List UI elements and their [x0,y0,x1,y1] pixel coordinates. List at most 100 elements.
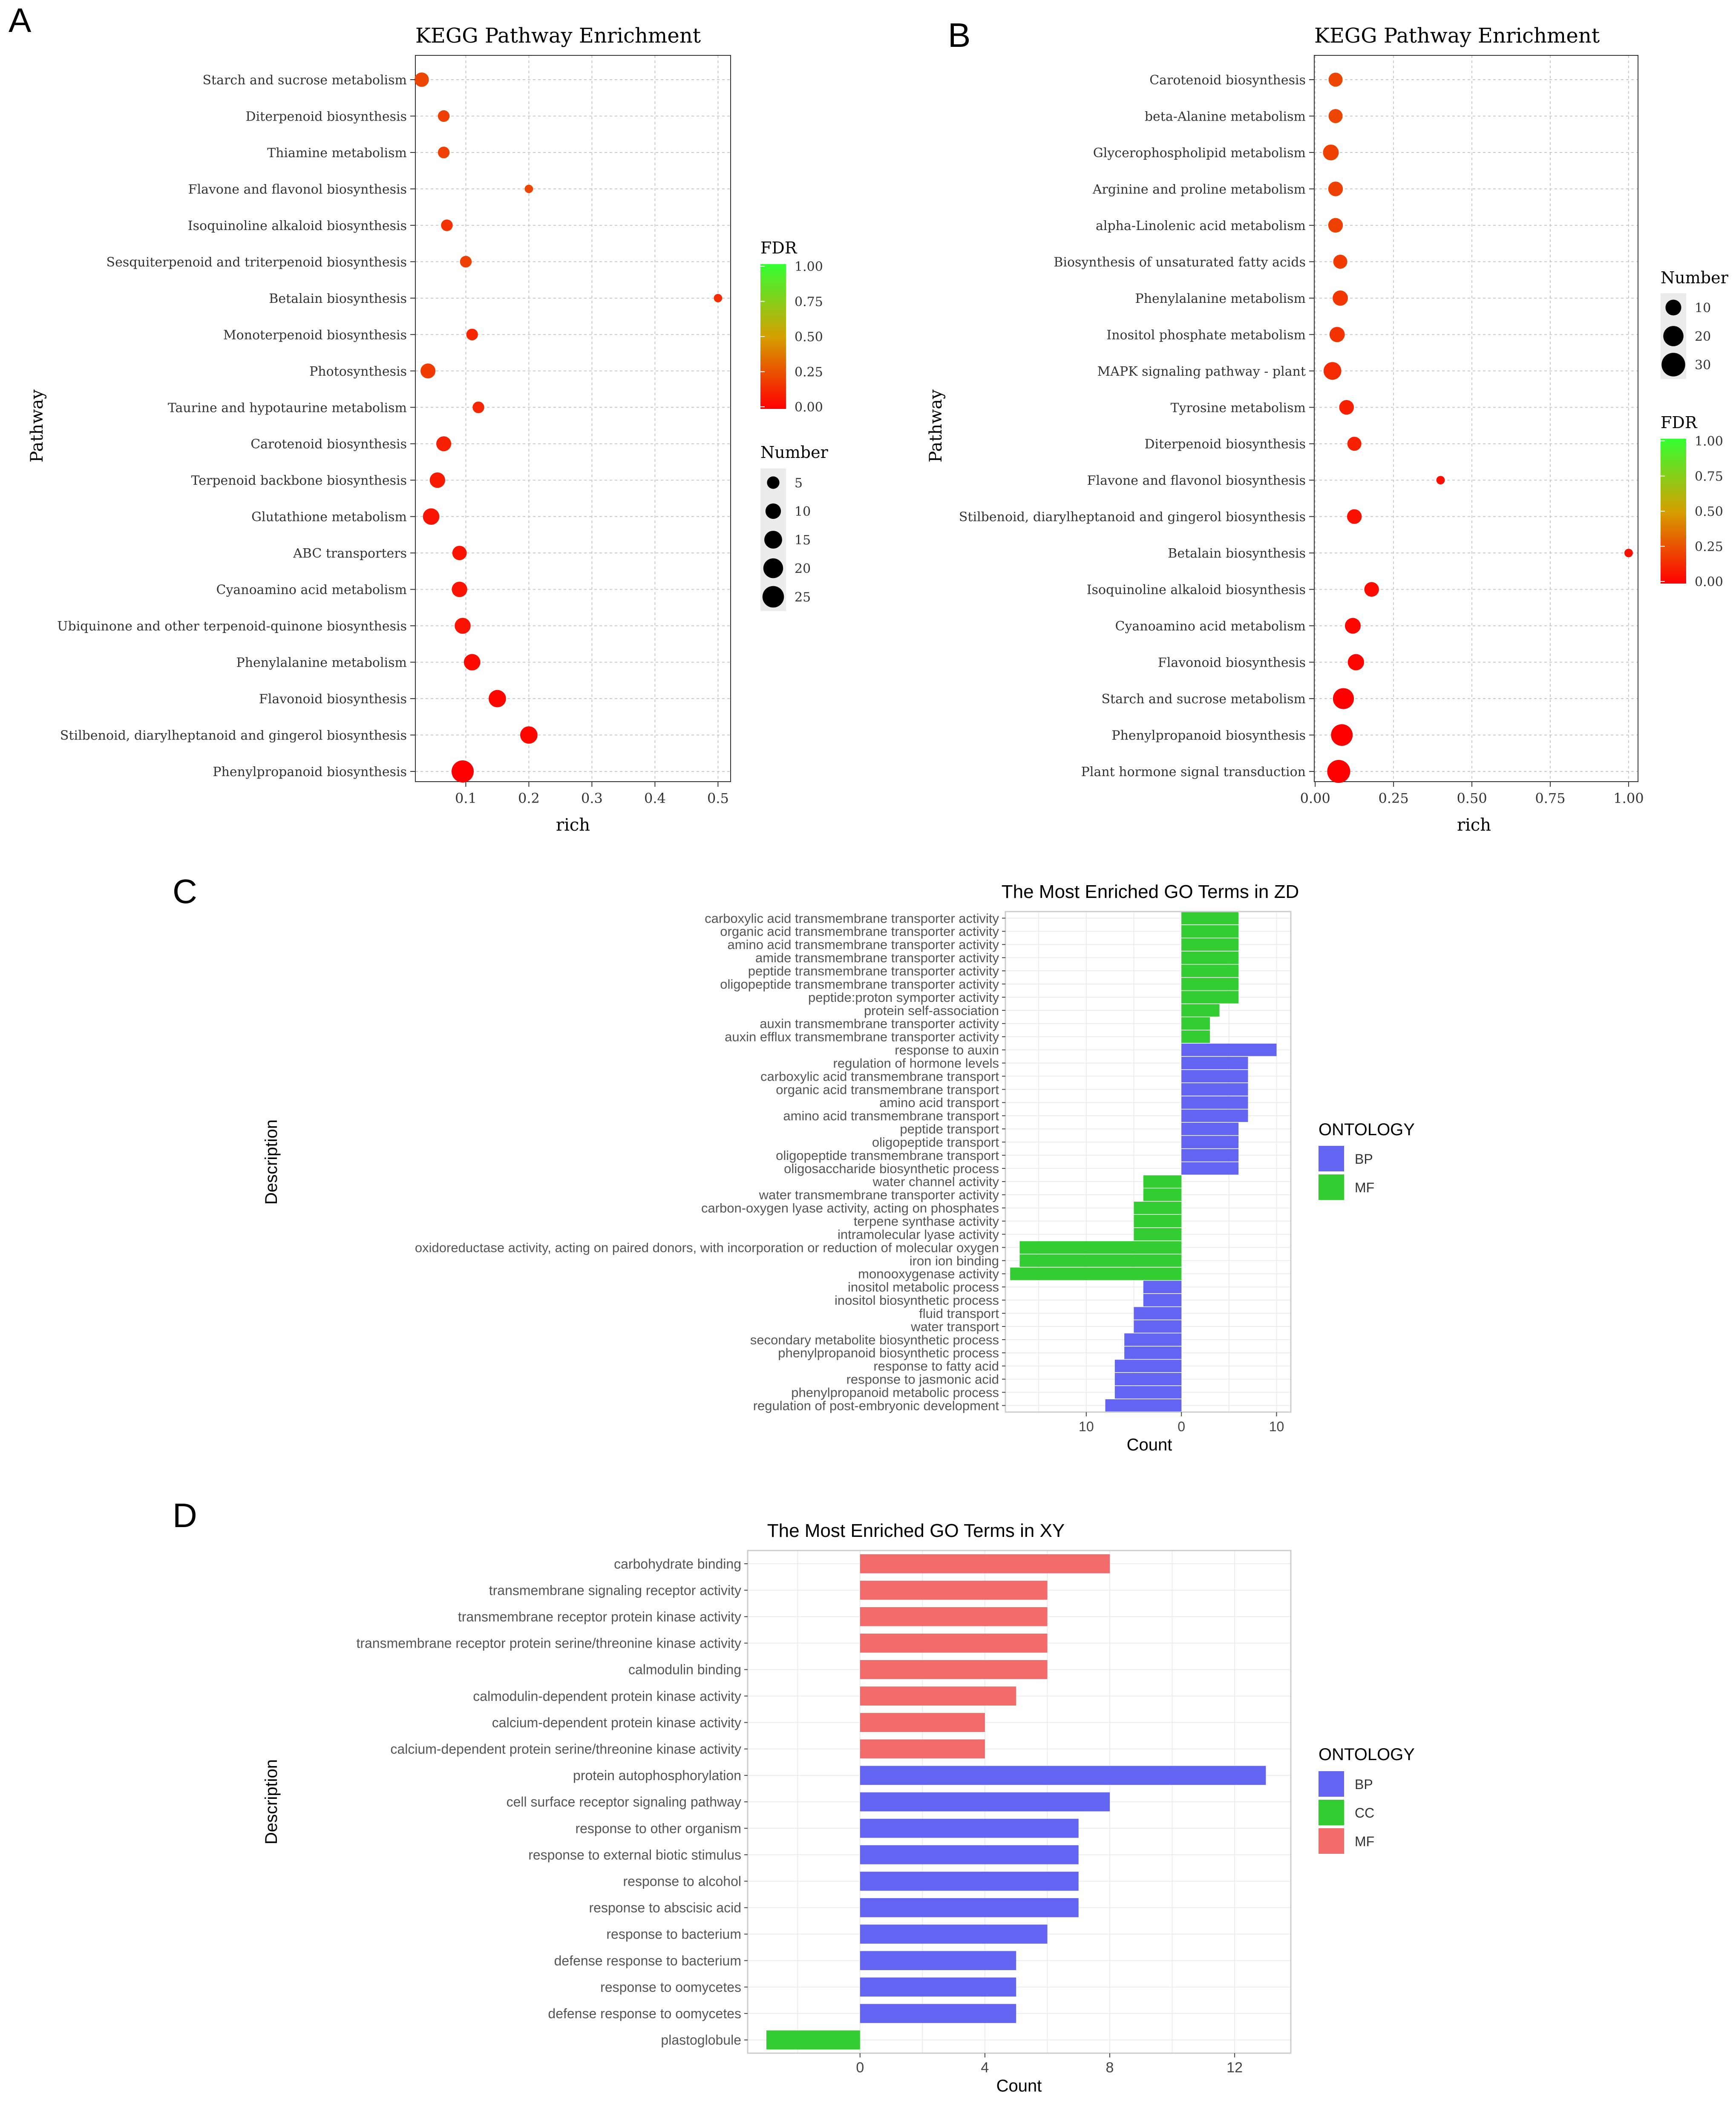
pathway-label: Glycerophospholipid metabolism [1093,146,1306,161]
fdr-tick-label: 0.50 [795,330,823,345]
panel-a-fdr-legend-title: FDR [760,239,797,257]
number-legend-key [767,476,780,489]
go-term-bar [860,1898,1079,1917]
go-term-label: oligopeptide transmembrane transport [776,1148,999,1163]
go-term-label: protein self-association [864,1003,999,1018]
pathway-label: Betalain biosynthesis [1168,546,1306,561]
pathway-label: Taurine and hypotaurine metabolism [168,400,407,415]
pathway-label: Thiamine metabolism [267,146,407,161]
go-term-bar [1134,1228,1182,1241]
number-legend-label: 30 [1695,358,1711,373]
pathway-label: Sesquiterpenoid and triterpenoid biosynt… [107,255,407,270]
panel-b-fdr-legend-title: FDR [1661,413,1698,432]
enrichment-point [452,546,467,561]
go-term-bar [1010,1267,1182,1280]
panel-a-x-ticks: 0.1 0.2 0.3 0.4 0.5 [455,782,729,806]
enrichment-point [524,184,533,193]
go-term-label: oxidoreductase activity, acting on paire… [415,1240,999,1255]
x-tick-label: 12 [1226,2060,1243,2076]
x-tick-label: 8 [1106,2060,1114,2076]
pathway-label: alpha-Linolenic acid metabolism [1096,219,1306,233]
x-tick-label: 4 [981,2060,989,2076]
pathway-label: Carotenoid biosynthesis [1149,73,1306,88]
panel-a-pathway-labels: Starch and sucrose metabolism Diterpenoid… [57,73,415,780]
panel-c-term-labels: carboxylic acid transmembrane transporte… [415,911,1005,1413]
pathway-label: Starch and sucrose metabolism [203,73,407,88]
pathway-label: Stilbenoid, diarylheptanoid and gingerol… [60,728,407,743]
pathway-label: Phenylpropanoid biosynthesis [213,765,407,780]
go-term-label: defense response to bacterium [554,1953,741,1968]
panel-label-a: A [9,1,32,39]
go-term-bar [1181,1043,1277,1056]
go-term-bar [1124,1346,1182,1359]
go-term-label: terpene synthase activity [854,1214,999,1228]
go-term-bar [1134,1320,1182,1333]
pathway-label: Isoquinoline alkaloid biosynthesis [1087,583,1306,598]
x-tick-label: 0 [856,2060,864,2076]
panel-a-y-axis-title: Pathway [27,389,47,463]
fdr-tick-label: 0.50 [1695,504,1723,519]
x-tick-label: 10 [1079,1419,1094,1434]
pathway-label: Diterpenoid biosynthesis [1144,437,1306,452]
x-tick-label: 0 [1177,1419,1185,1434]
go-term-label: inositol biosynthetic process [835,1293,999,1308]
go-term-label: fluid transport [919,1306,999,1321]
panel-d: The Most Enriched GO Terms in XY carbohy… [262,1520,1415,2095]
go-term-label: response to fatty acid [873,1359,999,1374]
pathway-label: Flavone and flavonol biosynthesis [1087,473,1306,488]
enrichment-point [520,726,538,744]
go-term-label: response to other organism [575,1821,741,1836]
panel-c-plot-frame [1005,911,1292,1413]
pathway-label: Isoquinoline alkaloid biosynthesis [188,219,407,233]
go-term-label: transmembrane receptor protein kinase ac… [458,1609,741,1624]
x-tick-label: 0.3 [581,790,603,806]
x-tick-label: 0.50 [1457,790,1487,806]
x-tick-label: 0.25 [1379,790,1409,806]
pathway-label: Tyrosine metabolism [1171,400,1306,415]
go-term-bar [860,1634,1048,1653]
panel-d-legend-title: ONTOLOGY [1319,1745,1415,1764]
pathway-label: Flavonoid biosynthesis [1158,656,1306,670]
pathway-label: Phenylalanine metabolism [236,656,407,670]
panel-b-points [1323,72,1633,783]
go-term-bar [1181,938,1239,951]
go-term-bar [1181,951,1239,964]
pathway-label: Phenylpropanoid biosynthesis [1111,728,1306,743]
enrichment-point [436,436,452,452]
go-term-label: response to alcohol [623,1874,741,1889]
go-term-bar [860,1660,1048,1679]
go-term-bar [860,2004,1016,2023]
go-term-label: phenylpropanoid metabolic process [791,1385,999,1400]
x-tick-label: 0.00 [1300,790,1330,806]
go-term-label: organic acid transmembrane transport [776,1082,999,1097]
panel-b-y-axis-title: Pathway [926,389,946,463]
enrichment-point [1333,290,1348,306]
enrichment-point [414,72,429,87]
enrichment-point [1624,549,1633,558]
go-term-label: water transport [910,1319,999,1334]
enrichment-point [1344,618,1361,634]
go-term-label: oligopeptide transport [872,1135,999,1150]
go-term-bar [1134,1214,1182,1228]
enrichment-point [438,147,450,158]
go-term-label: peptide:proton symporter activity [808,990,999,1005]
go-term-label: water transmembrane transporter activity [759,1188,999,1203]
go-term-bar [1181,1017,1210,1030]
go-term-label: carboxylic acid transmembrane transport [760,1069,999,1084]
go-term-label: response to bacterium [606,1927,741,1942]
pathway-label: Plant hormone signal transduction [1081,765,1306,780]
legend-swatch [1319,1828,1344,1854]
fdr-tick-label: 0.75 [795,295,823,310]
pathway-label: Cyanoamino acid metabolism [216,583,407,598]
x-tick-label: 0.75 [1535,790,1565,806]
go-term-label: oligopeptide transmembrane transporter a… [720,977,999,992]
enrichment-point [1347,654,1365,670]
go-term-bar [1019,1241,1182,1254]
x-tick-label: 0.1 [455,790,477,806]
legend-label: CC [1355,1805,1374,1821]
go-term-label: peptide transmembrane transporter activi… [748,964,999,978]
enrichment-point [464,654,481,670]
panel-b-fdr-ticks: 1.00 0.75 0.50 0.25 0.00 [1661,434,1723,590]
go-term-label: cell surface receptor signaling pathway [507,1794,741,1810]
go-term-label: defense response to oomycetes [548,2006,741,2021]
